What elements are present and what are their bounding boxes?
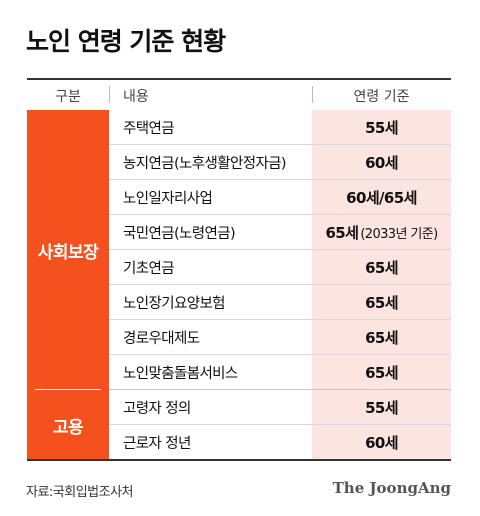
row-criteria: 60세	[312, 425, 451, 460]
criteria-value: 65세	[365, 294, 398, 312]
row-divider	[109, 389, 451, 390]
criteria-value: 65세	[325, 224, 359, 242]
row-divider	[109, 144, 451, 145]
criteria-value: 55세	[365, 119, 398, 137]
criteria-value: 65세	[365, 364, 398, 382]
row-criteria: 65세	[312, 320, 451, 355]
row-divider	[109, 319, 451, 320]
table-row: 국민연금(노령연금) 65세 (2033년 기준)	[109, 215, 451, 250]
criteria-value: 60세	[365, 434, 398, 452]
row-content: 주택연금	[123, 121, 175, 137]
table-row: 주택연금 55세	[109, 110, 451, 145]
criteria-value: 60세	[365, 154, 398, 172]
group-divider	[35, 389, 101, 390]
row-content: 고령자 정의	[123, 401, 191, 417]
row-criteria: 65세 (2033년 기준)	[312, 215, 451, 250]
row-content: 노인장기요양보험	[123, 296, 226, 312]
header-divider	[312, 86, 313, 103]
table-row: 노인맞춤돌봄서비스 65세	[109, 355, 451, 390]
table-row: 기초연금 65세	[109, 250, 451, 285]
table-bottom-rule	[27, 459, 451, 461]
row-divider	[109, 214, 451, 215]
group-label: 사회보장	[27, 110, 109, 390]
row-criteria: 65세	[312, 355, 451, 390]
row-criteria: 60세	[312, 145, 451, 180]
publisher-logo: The JoongAng	[332, 479, 451, 497]
header-criteria: 연령 기준	[353, 89, 410, 105]
row-content: 근로자 정년	[123, 436, 191, 452]
criteria-column-bg	[312, 390, 451, 460]
criteria-value: 55세	[365, 399, 398, 417]
row-divider	[109, 179, 451, 180]
table-row: 고령자 정의 55세	[109, 390, 451, 425]
row-divider	[109, 354, 451, 355]
table-row: 농지연금(노후생활안정자금) 60세	[109, 145, 451, 180]
row-divider	[109, 249, 451, 250]
group-label: 고용	[27, 390, 109, 460]
source-note: 자료:국회입법조사처	[26, 485, 134, 500]
table-row: 노인일자리사업 60세/65세	[109, 180, 451, 215]
header-category: 구분	[55, 89, 81, 105]
table-header: 구분 내용 연령 기준	[27, 80, 451, 109]
row-divider	[109, 424, 451, 425]
row-criteria: 65세	[312, 250, 451, 285]
row-content: 국민연금(노령연금)	[123, 226, 236, 242]
row-content: 노인맞춤돌봄서비스	[123, 366, 238, 382]
row-content: 노인일자리사업	[123, 191, 213, 207]
criteria-column-bg	[312, 110, 451, 390]
table-row: 근로자 정년 60세	[109, 425, 451, 460]
row-content: 농지연금(노후생활안정자금)	[123, 156, 287, 172]
table-top-rule	[27, 78, 451, 80]
criteria-value: 60세/65세	[346, 189, 417, 207]
criteria-value: 65세	[365, 329, 398, 347]
chart-title: 노인 연령 기준 현황	[26, 27, 226, 56]
header-content: 내용	[123, 89, 149, 105]
row-criteria: 65세	[312, 285, 451, 320]
row-criteria: 55세	[312, 390, 451, 425]
row-criteria: 55세	[312, 110, 451, 145]
row-divider	[109, 284, 451, 285]
row-criteria: 60세/65세	[312, 180, 451, 215]
criteria-value: 65세	[365, 259, 398, 277]
row-content: 경로우대제도	[123, 331, 200, 347]
header-divider	[109, 86, 110, 103]
table-row: 경로우대제도 65세	[109, 320, 451, 355]
table-row: 노인장기요양보험 65세	[109, 285, 451, 320]
row-content: 기초연금	[123, 261, 175, 277]
criteria-note: (2033년 기준)	[360, 227, 438, 242]
